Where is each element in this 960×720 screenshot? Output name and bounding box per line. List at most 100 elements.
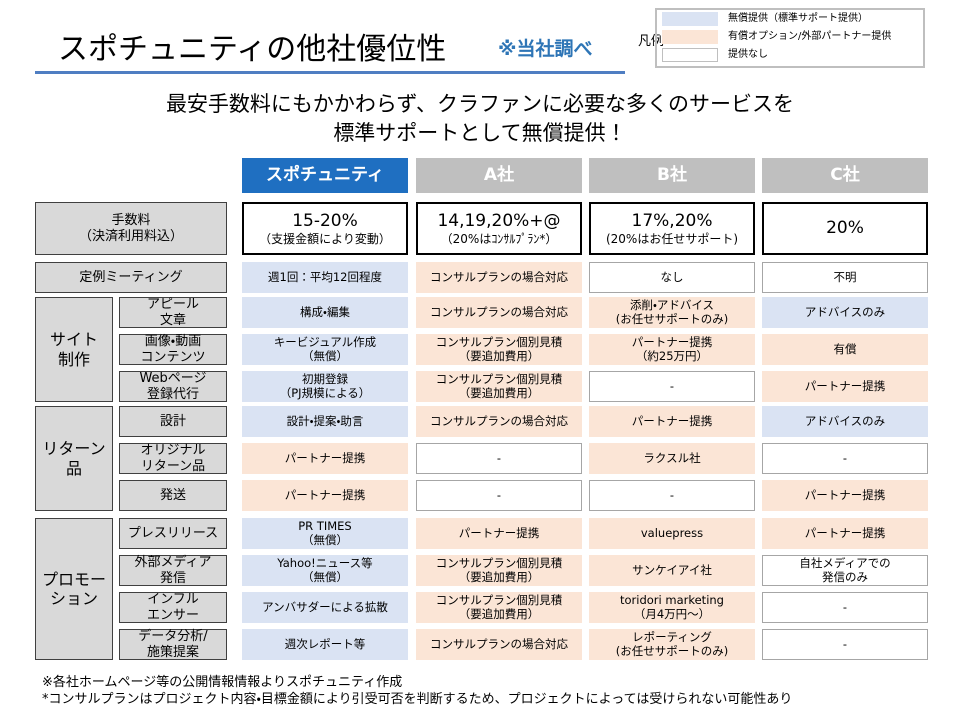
cell-line: 設計・提案・助言 (286, 413, 364, 428)
row-label-line: コンテンツ (140, 349, 206, 365)
fee-sub: （支援金額により変動） (259, 231, 391, 246)
cell: - (762, 592, 928, 623)
fee-main: 20% (826, 218, 864, 239)
group-label-line: ション (49, 589, 98, 608)
cell: - (762, 443, 928, 474)
row-label-line: 設計 (159, 413, 186, 429)
cell-line: アドバイスのみ (804, 304, 886, 319)
cell: ラクスル社 (589, 443, 755, 474)
fee-main: 17%,20% (631, 211, 713, 232)
cell-line: （PJ規模による） (279, 385, 371, 400)
fee-main: 14,19,20%+@ (437, 211, 561, 232)
cell-line: （無償） (302, 532, 348, 547)
headline-line: 標準サポートとして無償提供！ (333, 121, 627, 145)
cell-line: パートナー提携 (804, 378, 886, 393)
cell-line: Yahoo!ニュース等 (277, 555, 373, 570)
column-header: スポチュニティ (242, 158, 408, 193)
cell: アドバイスのみ (762, 297, 928, 328)
cell-line: パートナー提携 (458, 525, 540, 540)
row-label: アピール 文章 (119, 297, 227, 328)
cell-line: PR TIMES (298, 518, 352, 533)
cell-line: アドバイスのみ (804, 413, 886, 428)
cell-line: ラクスル社 (643, 450, 701, 465)
footnote: *コンサルプランはプロジェクト内容・目標金額により引受可否を判断するため、プロジ… (42, 691, 793, 707)
cell-line: コンサルプランの場合対応 (430, 304, 568, 319)
cell-line: なし (660, 269, 684, 284)
row-label-line: （決済利用料込） (78, 228, 183, 244)
title-rule (35, 71, 625, 74)
cell-line: サンケイアイ社 (632, 562, 712, 577)
row-label: 設計 (119, 406, 227, 437)
cell: 添削・アドバイス (お任せサポートのみ) (589, 297, 755, 328)
cell: パートナー提携 (762, 480, 928, 511)
cell-line: - (496, 450, 502, 465)
cell-line: （無償） (302, 569, 348, 584)
cell: コンサルプランの場合対応 (416, 297, 582, 328)
row-label: 定例ミーティング (35, 262, 227, 293)
cell-line: パートナー提携 (284, 450, 366, 465)
fee-sub: (20%はお任せサポート) (605, 231, 739, 246)
cell: コンサルプラン個別見積 （要追加費用） (416, 592, 582, 623)
cell-line: パートナー提携 (631, 334, 713, 349)
row-label: オリジナル リターン品 (119, 443, 227, 474)
cell: パートナー提携 (589, 406, 755, 437)
cell: 初期登録 （PJ規模による） (242, 371, 408, 402)
cell: コンサルプラン個別見積 （要追加費用） (416, 371, 582, 402)
cell-line: アンバサダーによる拡散 (262, 599, 388, 614)
row-label: 手数料 （決済利用料込） (35, 202, 227, 255)
fee-cell: 14,19,20%+@ （20%はｺﾝｻﾙﾌﾟﾗﾝ*） (416, 202, 582, 255)
cell-line: 週次レポート等 (284, 636, 366, 651)
row-label-line: 手数料 (111, 212, 151, 228)
row-label: 発送 (119, 480, 227, 511)
legend-label: 凡例 (638, 34, 665, 49)
cell-line: (お任せサポートのみ) (615, 311, 729, 326)
cell: コンサルプラン個別見積 （要追加費用） (416, 555, 582, 586)
cell: コンサルプランの場合対応 (416, 262, 582, 293)
row-label-line: リターン品 (140, 458, 206, 474)
cell-line: - (496, 487, 502, 502)
cell-line: 構成・編集 (300, 304, 350, 319)
row-label-line: 発信 (159, 570, 186, 586)
headline: 最安手数料にもかかわらず、クラファンに必要な多くのサービスを 標準サポートとして… (0, 90, 960, 148)
group-label-line: サイト (49, 330, 98, 350)
cell-line: 有償 (833, 341, 857, 356)
cell: 有償 (762, 334, 928, 365)
group-label-line: 品 (65, 458, 82, 478)
cell: キービジュアル作成 （無償） (242, 334, 408, 365)
cell-line: - (669, 487, 675, 502)
group-label: リターン品 (35, 406, 113, 511)
group-label: プロモー ション (35, 518, 113, 660)
cell: コンサルプランの場合対応 (416, 629, 582, 660)
legend-text: 有償オプション/外部パートナー提供 (728, 31, 892, 42)
cell-line: コンサルプラン個別見積 (435, 592, 563, 607)
cell: サンケイアイ社 (589, 555, 755, 586)
row-label-line: Webページ (139, 370, 207, 386)
cell: 週次レポート等 (242, 629, 408, 660)
row-label: インフル エンサー (119, 592, 227, 623)
group-label: サイト 制作 (35, 297, 113, 402)
row-label: 画像・動画 コンテンツ (119, 334, 227, 365)
cell-line: valuepress (640, 525, 704, 540)
cell-line: コンサルプラン個別見積 (435, 334, 563, 349)
cell-line: （月4万円～） (633, 606, 711, 621)
cell: パートナー提携 (242, 480, 408, 511)
cell-line: （要追加費用） (458, 606, 540, 621)
cell: アンバサダーによる拡散 (242, 592, 408, 623)
row-label-line: オリジナル (140, 442, 206, 458)
cell: Yahoo!ニュース等 （無償） (242, 555, 408, 586)
cell-line: 添削・アドバイス (629, 297, 715, 312)
cell-line: パートナー提携 (284, 487, 366, 502)
column-header: B社 (589, 158, 755, 193)
row-label-line: エンサー (146, 607, 199, 623)
title-note: ※当社調べ (498, 38, 593, 60)
cell-line: (お任せサポートのみ) (615, 643, 729, 658)
row-label-line: 発送 (159, 487, 186, 503)
cell: PR TIMES （無償） (242, 518, 408, 549)
cell-line: コンサルプラン個別見積 (435, 371, 563, 386)
cell-line: パートナー提携 (804, 525, 886, 540)
fee-cell: 17%,20% (20%はお任せサポート) (589, 202, 755, 255)
row-label-line: インフル (147, 591, 199, 607)
cell-line: （無償） (302, 348, 348, 363)
cell: なし (589, 262, 755, 293)
